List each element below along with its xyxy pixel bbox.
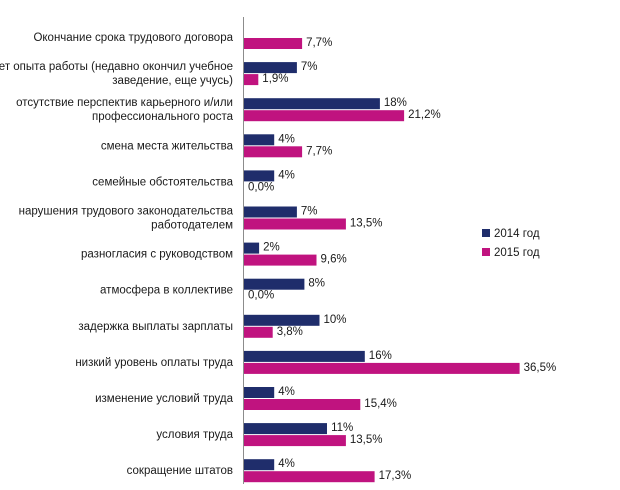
category-label: отсутствие перспектив карьерного и/или (16, 97, 233, 109)
data-label: 3,8% (277, 326, 303, 338)
data-label: 15,4% (364, 398, 397, 410)
data-label: 8% (308, 278, 325, 290)
category-label: сокращение штатов (127, 465, 233, 477)
data-label: 1,9% (262, 73, 288, 85)
bar-2014 (244, 387, 275, 398)
legend-label: 2014 год (494, 228, 540, 240)
data-label: 17,3% (379, 470, 412, 482)
category-label: условия труда (156, 429, 233, 441)
data-label: 7,7% (306, 37, 332, 49)
data-label: 9,6% (321, 254, 347, 266)
data-label: 16% (369, 350, 392, 362)
category-label: разногласия с руководством (81, 249, 233, 261)
bar-2014 (244, 170, 275, 182)
category-label: работодателем (151, 220, 233, 232)
bar-2015 (244, 38, 303, 49)
category-label: смена места жительства (101, 140, 234, 152)
bar-2015 (244, 471, 375, 483)
category-label: изменение условий труда (95, 393, 233, 405)
legend-swatch (482, 248, 490, 256)
bar-2015 (244, 74, 259, 86)
data-label: 36,5% (524, 362, 557, 374)
category-label: низкий уровень оплаты труда (75, 357, 233, 369)
category-label: профессионального роста (92, 111, 234, 123)
bar-2015 (244, 110, 405, 122)
bar-2014 (244, 278, 305, 290)
category-label: нарушения трудового законодательства (19, 206, 234, 218)
bar-2015 (244, 435, 346, 447)
bar-2014 (244, 62, 297, 74)
data-label: 7% (301, 61, 318, 73)
bar-2014 (244, 350, 365, 362)
data-label: 11% (331, 422, 353, 434)
data-label: 4% (278, 133, 295, 145)
category-label: задержка выплаты зарплаты (78, 321, 233, 333)
data-label: 7,7% (306, 145, 332, 157)
bar-2015 (244, 326, 273, 338)
category-label: нет опыта работы (недавно окончил учебно… (0, 61, 233, 73)
data-label: 13,5% (350, 434, 383, 446)
bar-2014 (244, 134, 275, 146)
category-label: атмосфера в коллективе (100, 285, 233, 297)
bar-2014 (244, 459, 275, 471)
bar-2014 (244, 423, 327, 435)
bar-2015 (244, 218, 346, 230)
data-label: 0,0% (248, 290, 274, 302)
data-label: 4% (278, 169, 295, 181)
bar-2015 (244, 146, 303, 158)
data-label: 4% (278, 458, 295, 470)
data-label: 10% (324, 314, 347, 326)
bar-2014 (244, 98, 380, 110)
bar-2014 (244, 314, 320, 326)
legend-label: 2015 год (494, 247, 540, 259)
bar-2015 (244, 254, 317, 266)
data-label: 4% (278, 386, 295, 398)
bar-2014 (244, 206, 297, 218)
legend: 2014 год 2015 год (482, 228, 540, 259)
legend-swatch (482, 229, 490, 237)
data-label: 21,2% (408, 109, 441, 121)
data-label: 0,0% (248, 181, 274, 193)
category-label: заведение, еще учусь) (112, 75, 233, 87)
bar-2015 (244, 362, 520, 374)
bar-2015 (244, 399, 361, 410)
data-label: 7% (301, 206, 318, 218)
bar-2014 (244, 242, 260, 254)
data-label: 2% (263, 242, 280, 254)
category-label: семейные обстоятельства (92, 176, 233, 188)
category-label: Окончание срока трудового договора (33, 32, 233, 44)
data-label: 13,5% (350, 218, 383, 230)
data-label: 18% (384, 97, 407, 109)
